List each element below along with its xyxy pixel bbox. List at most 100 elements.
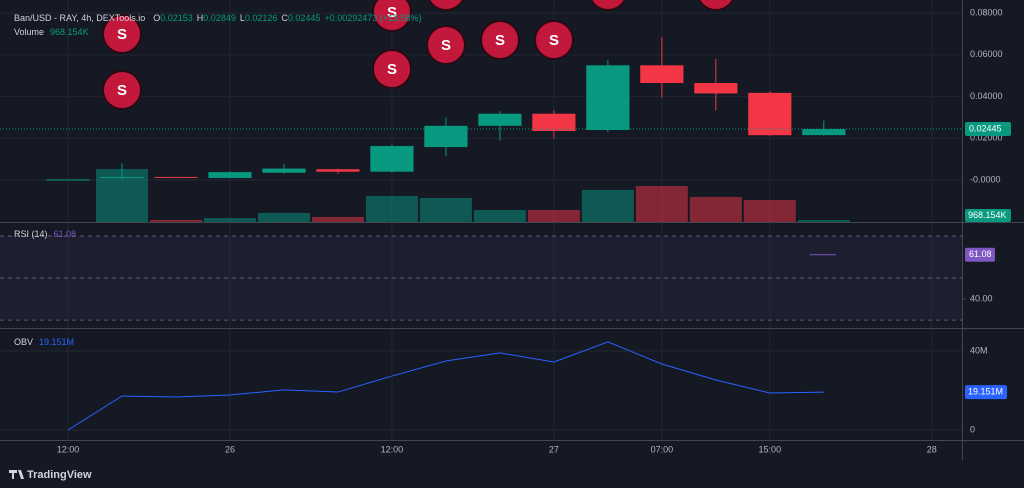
volume-bar [257, 212, 310, 222]
signal-marker [590, 0, 626, 11]
candle-body [208, 172, 252, 178]
obv-name: OBV [14, 337, 33, 347]
signal-marker [372, 0, 412, 32]
signal-marker [698, 0, 734, 11]
ohlc-value: 0.02126 [245, 13, 278, 23]
footer-text: TradingView [27, 469, 92, 481]
signal-marker-label: S [117, 82, 127, 99]
ohlc-key: H [197, 13, 204, 23]
candle-body [532, 113, 576, 132]
candle-body [154, 176, 198, 178]
x-tick-label: 12:00 [381, 444, 404, 454]
logo-icon [9, 470, 24, 479]
volume-tag [965, 209, 1011, 222]
y-tick-label: 0.04000 [970, 91, 1003, 101]
rsi-tick-label: 40.00 [970, 293, 993, 303]
obv-legend: OBV 19.151M [14, 337, 74, 347]
signal-marker-label: S [117, 26, 127, 43]
volume-bar [419, 197, 472, 222]
signal-marker-label: S [495, 32, 505, 49]
candle-body [802, 129, 846, 136]
volume-tag-label: 968.154K [968, 210, 1007, 220]
candle-body [316, 169, 360, 172]
price-tag-label: 0.02445 [969, 123, 1002, 133]
volume-bar [527, 209, 580, 222]
volume-bar [797, 219, 850, 222]
volume-bar [581, 189, 634, 222]
volume-bar [203, 218, 256, 222]
symbol-title: Ban/USD - RAY, 4h, DEXTools.io [14, 13, 145, 23]
obv-line [67, 341, 824, 431]
volume-name: Volume [14, 27, 44, 37]
rsi-value: 61.08 [54, 229, 77, 239]
candle-body [370, 146, 414, 172]
volume-bar [473, 209, 526, 222]
signal-marker-label: S [441, 37, 451, 54]
signal-marker [428, 0, 464, 11]
candle-body [46, 179, 90, 181]
signal-marker-label: S [387, 61, 397, 78]
volume-bar [365, 195, 418, 222]
signal-marker-label: S [549, 32, 559, 49]
signal-marker [102, 70, 142, 110]
candle-body [262, 168, 306, 173]
symbol-legend: Ban/USD - RAY, 4h, DEXTools.io O0.02153 H0… [14, 13, 422, 23]
x-tick-label: 12:00 [57, 444, 80, 454]
candle-body [424, 125, 468, 148]
candle-body [478, 113, 522, 126]
signal-marker [372, 49, 412, 89]
signal-marker-label: S [387, 4, 397, 21]
rsi-legend: RSI (14) 61.08 [14, 229, 76, 239]
legends: Ban/USD - RAY, 4h, DEXTools.io O0.02153 H0… [14, 13, 422, 347]
volume-bar [635, 185, 688, 222]
x-tick-label: 07:00 [651, 444, 674, 454]
obv-tag [965, 385, 1007, 400]
signal-marker [426, 25, 466, 65]
x-tick-label: 27 [549, 444, 559, 454]
candle-body [694, 83, 738, 94]
rsi-name: RSI (14) [14, 229, 48, 239]
obv-tick-label: 0 [970, 424, 975, 434]
volume-bar [149, 219, 202, 222]
volume-bar [743, 200, 796, 222]
x-tick-label: 26 [225, 444, 235, 454]
candle-body [748, 92, 792, 136]
rsi-tag-label: 61.08 [969, 249, 992, 259]
signal-markers: SSSSSSSSSS [102, 0, 734, 110]
ohlc-key: L [240, 13, 245, 23]
y-tick-label: -0.0000 [970, 174, 1001, 184]
volume-bar [311, 217, 364, 222]
rsi-tag [965, 247, 995, 262]
footer-logo: TradingView [9, 469, 92, 481]
ohlc-value: 0.02153 [160, 13, 193, 23]
volume-bar [689, 196, 742, 222]
volume-legend: Volume 968.154K [14, 27, 89, 37]
x-tick-label: 28 [927, 444, 937, 454]
ohlc-key: O [153, 13, 160, 23]
marks [0, 37, 962, 431]
obv-tag-label: 19.151M [968, 387, 1003, 397]
candle-body [586, 65, 630, 130]
ohlc-value: 0.02445 [288, 13, 321, 23]
x-tick-label: 15:00 [759, 444, 782, 454]
change-label: +0.00292473 (+13.58%) [324, 13, 421, 23]
ohlc-value: 0.02849 [203, 13, 236, 23]
obv-value: 19.151M [39, 337, 74, 347]
signal-marker [480, 20, 520, 60]
signal-marker [102, 14, 142, 54]
candle-body [100, 176, 144, 178]
axes: 12:00 26 12:00 27 07:00 15:00 28 0.08000 0.06000… [57, 8, 1011, 454]
y-tick-label: 0.02000 [970, 133, 1003, 143]
ohlc-key: C [281, 13, 288, 23]
panes [0, 0, 1024, 460]
rsi-band [0, 235, 962, 321]
candle-body [640, 65, 684, 84]
y-tick-label: 0.08000 [970, 8, 1003, 18]
signal-marker [534, 20, 574, 60]
price-tag [965, 122, 1011, 137]
obv-tick-label: 40M [970, 345, 988, 355]
volume-value: 968.154K [50, 27, 89, 37]
y-tick-label: 0.06000 [970, 49, 1003, 59]
